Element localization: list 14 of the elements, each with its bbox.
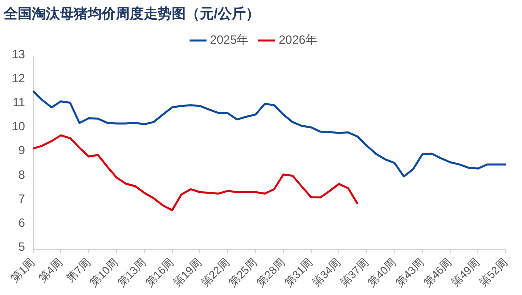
y-tick-label: 8 (18, 168, 26, 182)
x-tick-label: 第4周 (37, 256, 66, 286)
legend-label: 2025年 (210, 33, 250, 48)
y-tick-label: 7 (18, 192, 26, 206)
y-tick-label: 9 (18, 144, 26, 158)
y-tick-label: 12 (12, 71, 26, 86)
y-tick-label: 13 (12, 47, 26, 62)
chart-title: 全国淘汰母猪均价周度走势图（元/公斤） (3, 5, 260, 22)
y-tick-label: 10 (12, 120, 26, 134)
x-tick-label: 第1周 (9, 256, 38, 286)
y-tick-label: 6 (18, 216, 26, 230)
y-tick-label: 5 (18, 240, 26, 254)
y-tick-label: 11 (12, 96, 26, 110)
legend-label: 2026年 (279, 33, 318, 48)
